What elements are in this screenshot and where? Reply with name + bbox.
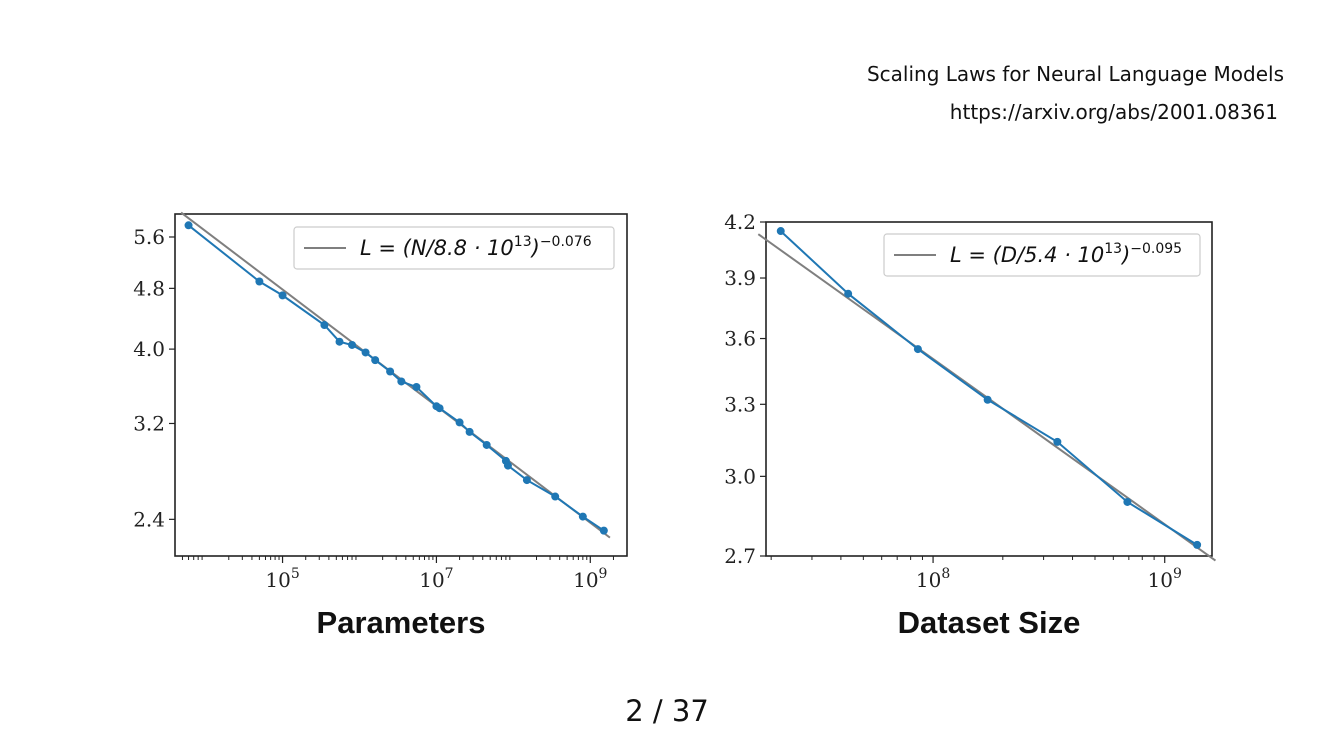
data-point [465,427,474,436]
data-point [503,461,512,470]
legend-formula-close: ) [530,236,540,260]
page-indicator: 2 / 37 [0,694,1334,728]
data-point [435,404,444,413]
plot-frame [765,221,1213,557]
y-tick-label: 2.4 [133,507,165,531]
y-tick-label: 3.2 [133,411,165,435]
x-tick-base: 10 [419,568,444,592]
y-tick-label: 4.0 [133,337,165,361]
data-point [278,291,287,300]
legend-formula-exponent: 13 [514,234,532,250]
data-point [551,492,560,501]
paper-url[interactable]: https://arxiv.org/abs/2001.08361 [949,100,1278,124]
legend-box [883,233,1201,277]
data-point [348,340,357,349]
legend-box [293,226,615,270]
legend-formula-power: −0.076 [540,234,592,250]
y-tick-label: 3.6 [724,327,756,351]
total-pages: 37 [671,694,709,728]
data-point [599,526,608,535]
y-tick-label: 3.0 [724,464,756,488]
legend-label: L = (N/8.8 · 1013)−0.076 [360,234,592,260]
x-tick-exponent: 5 [291,566,300,582]
x-tick-base: 10 [1148,568,1173,592]
x-tick-label: 109 [573,566,607,592]
x-tick-base: 10 [916,568,941,592]
y-tick-label: 4.2 [724,210,756,234]
y-tick-label: 2.7 [724,544,756,568]
page-separator: / [652,694,663,728]
x-axis-title: Parameters [317,605,486,640]
data-series-line [780,230,1198,546]
data-point [482,440,491,449]
x-tick-exponent: 8 [941,566,950,582]
data-point [371,356,380,365]
data-series-line [187,224,605,532]
data-point [578,512,587,521]
data-point [397,377,406,386]
x-tick-exponent: 9 [599,566,608,582]
data-point [913,345,922,354]
data-point [776,227,785,236]
data-point [320,321,329,330]
data-point [844,289,853,298]
x-tick-exponent: 7 [445,566,454,582]
x-tick-base: 10 [265,568,290,592]
x-tick-exponent: 9 [1173,566,1182,582]
data-point [522,476,531,485]
x-tick-label: 107 [419,566,453,592]
data-point [983,395,992,404]
data-point [335,337,344,346]
x-tick-label: 105 [265,566,299,592]
current-page: 2 [625,694,644,728]
legend-formula-exponent: 13 [1104,241,1122,257]
data-point [412,383,421,392]
x-tick-label: 109 [1148,566,1182,592]
data-point [386,367,395,376]
x-tick-label: 108 [916,566,950,592]
legend-formula-power: −0.095 [1130,241,1182,257]
y-tick-label: 3.9 [724,266,756,290]
legend-formula-close: ) [1120,243,1130,267]
data-point [1123,497,1132,506]
data-point [361,348,370,357]
legend-formula-base: L = (N/8.8 · 10 [360,236,514,260]
y-tick-label: 4.8 [133,276,165,300]
legend-label: L = (D/5.4 · 1013)−0.095 [950,241,1182,267]
y-tick-label: 5.6 [133,225,165,249]
paper-title: Scaling Laws for Neural Language Models [866,62,1284,86]
data-point [184,221,193,230]
x-tick-base: 10 [573,568,598,592]
data-point [1053,437,1062,446]
data-point [255,277,264,286]
data-point [1193,540,1202,549]
legend-formula-base: L = (D/5.4 · 10 [950,243,1104,267]
data-point [455,418,464,427]
x-axis-title: Dataset Size [898,605,1081,640]
plot-frame [174,213,628,557]
y-tick-label: 3.3 [724,392,756,416]
